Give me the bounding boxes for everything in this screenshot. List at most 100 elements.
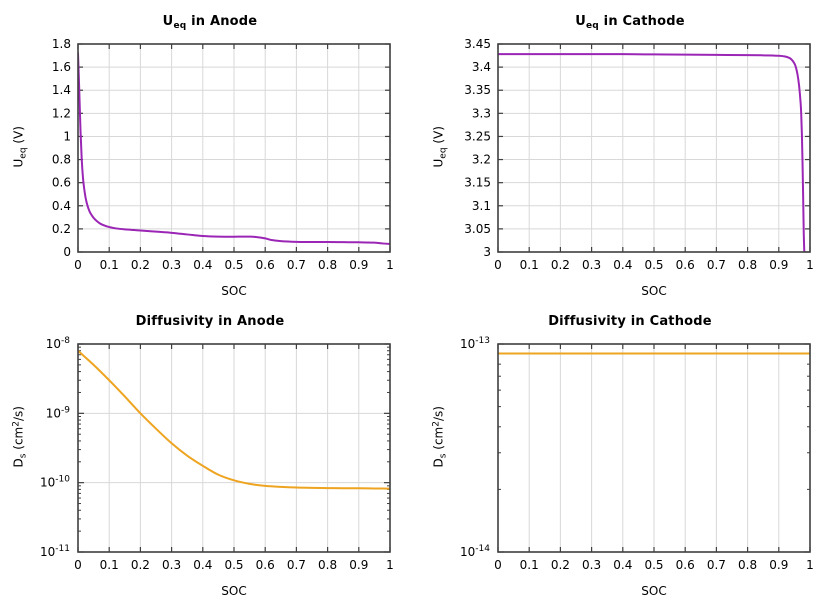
svg-text:10-13: 10-13 [460, 336, 490, 351]
svg-text:10-11: 10-11 [40, 544, 70, 559]
panel-title-main: U [575, 14, 586, 29]
svg-text:3.3: 3.3 [472, 106, 491, 120]
svg-text:1: 1 [806, 258, 814, 272]
y-axis-label-diffusivity-anode: Ds (cm2/s) [11, 406, 29, 468]
panel-diffusivity-anode: Diffusivity in Anode 0 0.1 0.2 0.3 0.4 0.5 0.6… [0, 300, 420, 600]
svg-text:0.5: 0.5 [644, 558, 663, 572]
svg-text:1: 1 [386, 558, 394, 572]
panel-ueq-cathode: Ueq in Cathode 0 0.1 0.2 0.3 0.4 0.5 0.6 0.7 0.8… [420, 0, 840, 300]
y-axis-label-main: U [11, 158, 26, 168]
svg-text:3.15: 3.15 [464, 176, 491, 190]
y-axis-label-ueq-anode: Ueq (V) [11, 126, 29, 168]
y-axis-label-unit: (cm [11, 426, 26, 454]
panel-title-main: Diffusivity in Cathode [548, 314, 712, 329]
svg-text:0.8: 0.8 [738, 258, 757, 272]
svg-text:1.6: 1.6 [52, 60, 71, 74]
svg-text:0.7: 0.7 [287, 558, 306, 572]
svg-text:0.8: 0.8 [52, 153, 71, 167]
panel-title-ueq-cathode: Ueq in Cathode [420, 14, 840, 31]
svg-text:3.1: 3.1 [472, 199, 491, 213]
svg-text:1: 1 [806, 558, 814, 572]
svg-text:0.1: 0.1 [100, 258, 119, 272]
svg-text:0.3: 0.3 [162, 258, 181, 272]
svg-text:0.2: 0.2 [131, 258, 150, 272]
svg-text:1: 1 [63, 129, 71, 143]
svg-text:0.2: 0.2 [551, 258, 570, 272]
plot-area-diffusivity-cathode: 0 0.1 0.2 0.3 0.4 0.5 0.6 0.7 0.8 0.9 1 10-13 10-14 [460, 336, 814, 572]
svg-text:0: 0 [74, 558, 82, 572]
svg-text:3.25: 3.25 [464, 129, 491, 143]
panel-title-rest: in Anode [186, 14, 258, 29]
x-axis-label-ueq-cathode: SOC [641, 284, 667, 298]
svg-text:0.8: 0.8 [738, 558, 757, 572]
y-axis-label-unit-exponent: 2 [431, 421, 442, 427]
svg-text:3.35: 3.35 [464, 83, 491, 97]
svg-text:0.9: 0.9 [769, 258, 788, 272]
svg-text:3.2: 3.2 [472, 153, 491, 167]
panel-title-main: U [162, 14, 174, 29]
svg-text:0.6: 0.6 [52, 176, 71, 190]
svg-text:10-8: 10-8 [46, 336, 71, 351]
svg-text:0.4: 0.4 [613, 258, 632, 272]
svg-text:0.4: 0.4 [52, 199, 71, 213]
panel-title-subscript: eq [173, 21, 187, 31]
svg-text:0.1: 0.1 [520, 258, 539, 272]
svg-text:0.7: 0.7 [707, 558, 726, 572]
svg-text:0.9: 0.9 [769, 558, 788, 572]
y-axis-label-main: D [431, 458, 446, 468]
svg-text:1.8: 1.8 [52, 37, 71, 51]
svg-text:0.5: 0.5 [224, 258, 243, 272]
y-axis-label-diffusivity-cathode: Ds (cm2/s) [431, 406, 449, 468]
y-axis-label-subscript: s [438, 453, 449, 459]
svg-text:0.2: 0.2 [131, 558, 150, 572]
svg-text:0: 0 [494, 258, 502, 272]
panel-title-main: Diffusivity in Anode [135, 314, 285, 329]
svg-text:0.1: 0.1 [100, 558, 119, 572]
svg-text:0.1: 0.1 [520, 558, 539, 572]
svg-text:0: 0 [63, 245, 71, 259]
svg-text:0.3: 0.3 [582, 258, 601, 272]
y-axis-label-rest: (V) [431, 126, 446, 148]
y-axis-label-main: D [11, 458, 26, 468]
svg-text:1.2: 1.2 [52, 106, 71, 120]
svg-text:0.9: 0.9 [349, 558, 368, 572]
y-axis-label-unit: (cm [431, 426, 446, 454]
x-axis-label-diffusivity-cathode: SOC [641, 584, 667, 598]
svg-text:0.6: 0.6 [256, 558, 275, 572]
svg-text:0.4: 0.4 [613, 558, 632, 572]
svg-text:0.3: 0.3 [162, 558, 181, 572]
plot-area-diffusivity-anode: 0 0.1 0.2 0.3 0.4 0.5 0.6 0.7 0.8 0.9 1 10-8 10-9 10-… [40, 336, 394, 572]
svg-text:10-14: 10-14 [460, 544, 490, 559]
svg-text:0.6: 0.6 [676, 558, 695, 572]
panel-diffusivity-cathode: Diffusivity in Cathode 0 0.1 0.2 0.3 0.4 0.5 0… [420, 300, 840, 600]
y-axis-label-unit-tail: /s) [11, 406, 26, 422]
panel-title-ueq-anode: Ueq in Anode [0, 14, 420, 31]
svg-text:10-10: 10-10 [40, 475, 70, 490]
panel-title-diffusivity-anode: Diffusivity in Anode [0, 314, 420, 329]
panel-title-diffusivity-cathode: Diffusivity in Cathode [420, 314, 840, 329]
svg-text:0.8: 0.8 [318, 258, 337, 272]
svg-text:0.4: 0.4 [193, 258, 212, 272]
svg-text:0.9: 0.9 [349, 258, 368, 272]
y-axis-label-subscript: s [18, 453, 29, 459]
y-axis-label-ueq-cathode: Ueq (V) [431, 126, 449, 167]
x-axis-label-ueq-anode: SOC [221, 284, 247, 298]
plot-area-ueq-cathode: 0 0.1 0.2 0.3 0.4 0.5 0.6 0.7 0.8 0.9 1 3 3.05 3.1 3.1… [464, 37, 814, 272]
svg-text:0.6: 0.6 [676, 258, 695, 272]
svg-text:0.7: 0.7 [707, 258, 726, 272]
svg-text:10-9: 10-9 [46, 405, 71, 420]
y-axis-label-subscript: eq [438, 147, 449, 159]
svg-text:0.2: 0.2 [551, 558, 570, 572]
y-axis-label-unit-tail: /s) [431, 406, 446, 422]
svg-text:0.2: 0.2 [52, 222, 71, 236]
svg-text:1.4: 1.4 [52, 83, 71, 97]
svg-text:3.05: 3.05 [464, 222, 491, 236]
svg-text:3.4: 3.4 [472, 60, 491, 74]
svg-text:0.7: 0.7 [287, 258, 306, 272]
y-axis-label-rest: (V) [11, 126, 26, 148]
svg-text:3.45: 3.45 [464, 37, 491, 51]
svg-text:0.4: 0.4 [193, 558, 212, 572]
x-axis-label-diffusivity-anode: SOC [221, 584, 247, 598]
svg-text:0.5: 0.5 [224, 558, 243, 572]
